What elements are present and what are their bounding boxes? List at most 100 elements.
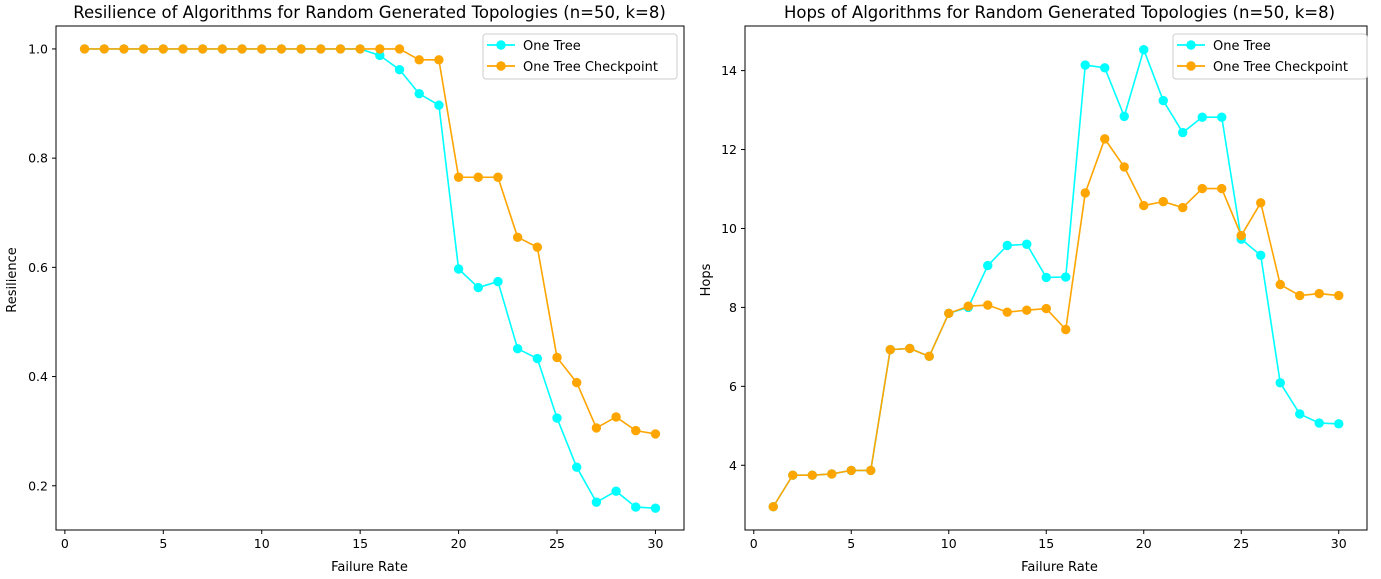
data-point-one-tree bbox=[1002, 240, 1012, 251]
tick-group: 0 5 10 15 20 25 30 4 6 8 10 12 14 bbox=[721, 63, 1347, 551]
data-point-one-tree-checkpoint bbox=[119, 44, 129, 54]
data-point-one-tree-checkpoint bbox=[178, 44, 188, 54]
data-point-one-tree-checkpoint bbox=[631, 425, 641, 436]
data-point-one-tree-checkpoint bbox=[1334, 290, 1344, 301]
data-point-one-tree bbox=[375, 50, 385, 61]
data-point-one-tree-checkpoint bbox=[532, 242, 543, 252]
data-point-one-tree bbox=[591, 497, 602, 507]
data-point-one-tree-checkpoint bbox=[650, 429, 661, 439]
data-point-one-tree bbox=[1314, 418, 1324, 428]
data-point-one-tree-checkpoint bbox=[197, 44, 208, 54]
x-tick-label: 15 bbox=[352, 536, 368, 551]
legend-marker-one-tree bbox=[496, 40, 506, 50]
x-tick-label: 10 bbox=[254, 536, 270, 551]
y-tick-label: 0.6 bbox=[28, 260, 48, 275]
data-point-one-tree-checkpoint bbox=[788, 470, 798, 480]
data-point-one-tree-checkpoint bbox=[335, 44, 346, 54]
x-tick-label: 20 bbox=[1136, 536, 1152, 551]
x-tick-label: 0 bbox=[61, 536, 69, 551]
data-point-one-tree-checkpoint bbox=[237, 44, 247, 54]
data-point-one-tree bbox=[1080, 60, 1090, 70]
data-point-one-tree bbox=[1061, 272, 1071, 282]
y-tick-label: 0.8 bbox=[28, 151, 48, 166]
data-point-one-tree bbox=[1275, 378, 1285, 388]
data-point-one-tree bbox=[1158, 95, 1168, 106]
data-point-one-tree-checkpoint bbox=[1275, 279, 1285, 290]
data-point-one-tree-checkpoint bbox=[1022, 305, 1032, 315]
y-axis-label: Hops bbox=[699, 263, 714, 296]
y-tick-label: 4 bbox=[729, 458, 737, 473]
x-tick-label: 10 bbox=[941, 536, 957, 551]
y-tick-label: 12 bbox=[721, 142, 737, 157]
data-point-one-tree-checkpoint bbox=[1217, 183, 1227, 194]
y-tick-label: 0.2 bbox=[28, 478, 48, 493]
data-point-one-tree bbox=[532, 353, 543, 364]
data-point-one-tree-checkpoint bbox=[591, 423, 602, 433]
data-point-one-tree bbox=[650, 503, 661, 513]
data-point-one-tree bbox=[1139, 44, 1149, 55]
series-group bbox=[79, 44, 661, 513]
data-point-one-tree-checkpoint bbox=[924, 351, 934, 362]
chart-title: Resilience of Algorithms for Random Gene… bbox=[73, 3, 666, 22]
data-point-one-tree-checkpoint bbox=[846, 465, 856, 476]
x-tick-label: 25 bbox=[549, 536, 565, 551]
data-point-one-tree-checkpoint bbox=[1178, 202, 1188, 213]
axes-frame bbox=[55, 25, 685, 531]
data-point-one-tree bbox=[512, 344, 523, 354]
legend: One Tree One Tree Checkpoint bbox=[1172, 33, 1368, 80]
data-point-one-tree-checkpoint bbox=[473, 172, 483, 182]
chart-resilience: Resilience of Algorithms for Random Gene… bbox=[5, 3, 685, 575]
data-point-one-tree bbox=[983, 260, 993, 271]
data-point-one-tree-checkpoint bbox=[434, 55, 444, 65]
data-point-one-tree-checkpoint bbox=[1256, 198, 1266, 208]
data-point-one-tree-checkpoint bbox=[885, 344, 895, 355]
data-point-one-tree-checkpoint bbox=[217, 44, 228, 54]
data-point-one-tree bbox=[1100, 63, 1110, 73]
data-point-one-tree-checkpoint bbox=[1139, 200, 1149, 211]
legend-marker-one-tree-checkpoint bbox=[1186, 61, 1196, 71]
data-point-one-tree bbox=[1334, 419, 1344, 429]
y-tick-label: 14 bbox=[721, 63, 737, 78]
y-tick-label: 10 bbox=[721, 221, 737, 236]
chart-title: Hops of Algorithms for Random Generated … bbox=[784, 3, 1335, 22]
y-tick-label: 1.0 bbox=[28, 41, 48, 56]
x-axis-label: Failure Rate bbox=[1021, 560, 1098, 575]
data-point-one-tree bbox=[1217, 112, 1227, 122]
data-point-one-tree-checkpoint bbox=[1158, 196, 1168, 207]
x-tick-label: 20 bbox=[451, 536, 467, 551]
data-point-one-tree-checkpoint bbox=[394, 44, 405, 54]
x-tick-label: 30 bbox=[1331, 536, 1347, 551]
x-tick-label: 0 bbox=[750, 536, 758, 551]
data-point-one-tree-checkpoint bbox=[827, 469, 837, 479]
legend-label-one-tree-checkpoint: One Tree Checkpoint bbox=[523, 60, 658, 75]
data-point-one-tree-checkpoint bbox=[1236, 230, 1246, 241]
data-point-one-tree-checkpoint bbox=[355, 44, 365, 54]
axes-frame bbox=[744, 25, 1368, 531]
data-point-one-tree-checkpoint bbox=[1119, 162, 1129, 172]
data-point-one-tree-checkpoint bbox=[905, 343, 915, 354]
data-point-one-tree-checkpoint bbox=[807, 470, 817, 480]
data-point-one-tree-checkpoint bbox=[453, 172, 464, 182]
data-point-one-tree-checkpoint bbox=[99, 44, 109, 54]
data-point-one-tree bbox=[1022, 239, 1032, 249]
data-point-one-tree-checkpoint bbox=[768, 502, 778, 512]
data-point-one-tree-checkpoint bbox=[1080, 188, 1090, 198]
data-point-one-tree bbox=[1041, 272, 1051, 283]
legend-label-one-tree: One Tree bbox=[1213, 39, 1271, 54]
data-point-one-tree-checkpoint bbox=[944, 308, 954, 319]
data-point-one-tree bbox=[611, 486, 621, 496]
data-point-one-tree-checkpoint bbox=[296, 44, 306, 54]
x-tick-label: 25 bbox=[1233, 536, 1249, 551]
data-point-one-tree-checkpoint bbox=[79, 44, 90, 54]
data-point-one-tree bbox=[1256, 250, 1266, 261]
data-point-one-tree-checkpoint bbox=[572, 377, 582, 388]
data-point-one-tree-checkpoint bbox=[257, 44, 267, 54]
tick-group: 0 5 10 15 20 25 30 0.2 0.4 0.6 0.8 1.0 bbox=[28, 41, 663, 551]
y-tick-label: 0.4 bbox=[28, 369, 48, 384]
data-point-one-tree bbox=[394, 64, 405, 75]
chart-hops: Hops of Algorithms for Random Generated … bbox=[699, 3, 1368, 575]
data-point-one-tree bbox=[414, 89, 424, 99]
data-point-one-tree-checkpoint bbox=[1314, 288, 1324, 299]
data-point-one-tree bbox=[1295, 409, 1305, 419]
data-point-one-tree-checkpoint bbox=[1295, 290, 1305, 301]
